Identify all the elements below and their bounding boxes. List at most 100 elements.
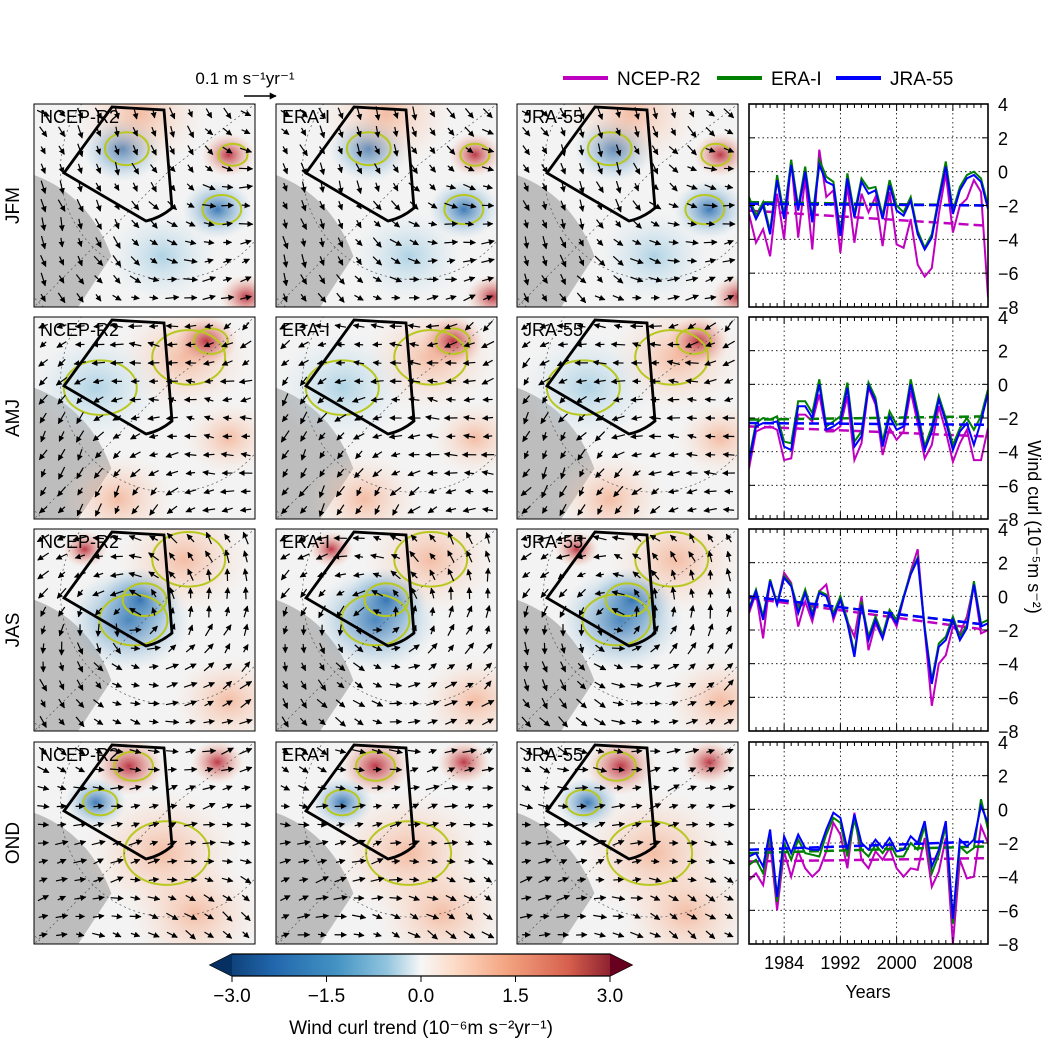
timeseries-jfm: 420−2−4−6−8 bbox=[748, 95, 1019, 318]
y-tick-label: 2 bbox=[998, 554, 1008, 574]
timeseries-panels: 420−2−4−6−8420−2−4−6−8420−2−4−6−8420−2−4… bbox=[748, 95, 1019, 973]
wind-vector bbox=[92, 431, 105, 442]
wind-vector bbox=[185, 221, 196, 227]
wind-vector bbox=[594, 294, 606, 301]
wind-vector bbox=[202, 276, 216, 282]
wind-vector bbox=[429, 146, 436, 154]
wind-vector bbox=[389, 238, 403, 247]
wind-vector bbox=[610, 378, 626, 385]
wind-vector bbox=[74, 553, 86, 560]
wind-vector bbox=[633, 505, 640, 515]
wind-vector bbox=[633, 182, 639, 192]
wind-vector bbox=[224, 587, 231, 599]
wind-vector bbox=[706, 220, 716, 227]
wind-vector bbox=[76, 503, 84, 517]
wind-vector bbox=[337, 218, 344, 230]
wind-vector bbox=[541, 255, 548, 267]
wind-vector bbox=[668, 451, 679, 458]
wind-vector bbox=[723, 294, 735, 301]
wind-vector bbox=[522, 145, 530, 156]
significance-contour bbox=[443, 193, 485, 226]
wind-vector bbox=[151, 607, 157, 616]
wind-vector bbox=[222, 221, 233, 227]
wind-vector bbox=[388, 433, 403, 440]
trend-field-blob bbox=[219, 274, 255, 307]
wind-vector bbox=[131, 505, 140, 515]
wind-vector bbox=[685, 276, 699, 283]
y-tick-label: −4 bbox=[998, 230, 1019, 250]
wind-vector bbox=[75, 274, 85, 285]
trend-field-blob bbox=[309, 453, 420, 519]
wind-vector bbox=[93, 396, 104, 403]
colorbar: −3.0 −1.5 0.0 1.5 3.0 Wind curl trend (10⁻⁶m… bbox=[208, 953, 634, 1039]
trend-field-blob bbox=[609, 529, 738, 614]
wind-vector bbox=[408, 182, 420, 192]
wind-vector bbox=[613, 275, 624, 284]
wind-vector bbox=[166, 505, 178, 514]
trend-field-blob bbox=[106, 210, 218, 302]
wind-vector bbox=[58, 624, 65, 637]
wind-vector bbox=[40, 235, 47, 250]
wind-vector bbox=[38, 394, 48, 405]
wind-vector bbox=[39, 341, 47, 348]
wind-vector bbox=[539, 341, 550, 348]
x-axis-label: Years bbox=[845, 982, 890, 1002]
wind-vector bbox=[112, 433, 121, 439]
right-axis-label: Wind curl (10⁻⁵m s⁻²) bbox=[1024, 440, 1044, 613]
wind-vector bbox=[523, 450, 530, 460]
wind-vector bbox=[465, 220, 475, 227]
wind-vector bbox=[129, 275, 142, 284]
wind-vector bbox=[445, 396, 456, 403]
wind-vector bbox=[447, 165, 455, 172]
wind-vector bbox=[167, 276, 178, 283]
wind-vector bbox=[77, 589, 84, 598]
wind-vector bbox=[372, 256, 382, 266]
wind-vector bbox=[522, 357, 531, 369]
wind-vector bbox=[223, 107, 232, 119]
wind-vector bbox=[686, 488, 698, 495]
wind-vector bbox=[219, 488, 235, 495]
trend-field-blob bbox=[667, 317, 730, 367]
wind-vector bbox=[650, 220, 660, 227]
wind-vector bbox=[576, 275, 587, 284]
wind-vector bbox=[667, 488, 679, 495]
wind-vector bbox=[129, 359, 141, 366]
wind-vector bbox=[390, 840, 402, 846]
wind-vector bbox=[407, 470, 421, 477]
wind-vector bbox=[40, 163, 46, 174]
wind-vector bbox=[129, 396, 141, 403]
wind-vector bbox=[300, 199, 307, 212]
wind-vector bbox=[95, 293, 102, 302]
wind-vector bbox=[481, 239, 495, 246]
wind-vector bbox=[221, 360, 233, 366]
map-title: NCEP-R2 bbox=[40, 532, 119, 552]
wind-vector bbox=[131, 294, 140, 301]
wind-vector bbox=[372, 237, 382, 248]
wind-vector bbox=[58, 145, 65, 155]
wind-vector bbox=[559, 108, 567, 119]
significance-contour bbox=[217, 142, 249, 167]
wind-vector bbox=[372, 360, 382, 367]
wind-vector bbox=[409, 341, 419, 348]
wind-vector bbox=[57, 199, 66, 212]
wind-vector bbox=[281, 449, 290, 460]
wind-vector bbox=[58, 180, 65, 195]
wind-vector bbox=[203, 433, 214, 440]
wind-vector bbox=[282, 235, 289, 250]
wind-vector bbox=[220, 294, 235, 301]
map-title: JRA-55 bbox=[523, 532, 583, 552]
wind-vector bbox=[38, 840, 49, 847]
wind-vector bbox=[204, 550, 214, 563]
wind-vector bbox=[282, 468, 289, 478]
wind-vector bbox=[408, 221, 421, 227]
wind-vector bbox=[706, 109, 715, 117]
wind-vector bbox=[57, 292, 66, 304]
wind-vector bbox=[356, 106, 363, 121]
wind-vector bbox=[128, 341, 142, 348]
wind-vector bbox=[374, 504, 381, 515]
wind-vector bbox=[722, 359, 735, 367]
wind-vector bbox=[148, 433, 159, 440]
wind-vector bbox=[541, 466, 548, 480]
wind-vector bbox=[317, 292, 327, 303]
wind-vector bbox=[282, 182, 288, 192]
